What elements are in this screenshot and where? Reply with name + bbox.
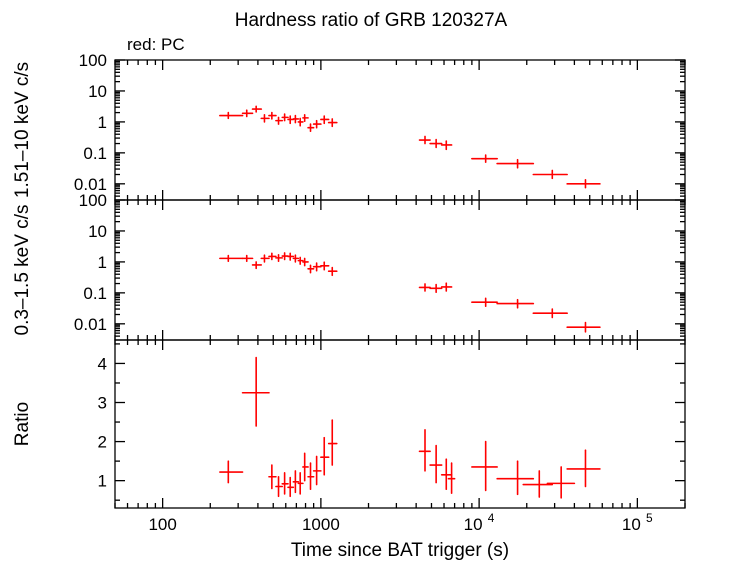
ytick-label: 0.01: [74, 315, 107, 334]
xtick-label: 1000: [302, 515, 340, 534]
ytick-label: 2: [98, 433, 107, 452]
panel-frame-1: [115, 200, 685, 340]
ytick-label: 1: [98, 472, 107, 491]
svg-text:10: 10: [464, 515, 483, 534]
ytick-label: 1: [98, 113, 107, 132]
chart-root: 10010001041050.010.11101000.010.11101001…: [0, 0, 742, 566]
ytick-label: 10: [88, 222, 107, 241]
ytick-label: 100: [79, 191, 107, 210]
y-axis-label-0: 1.51–10 keV c/s: [12, 62, 33, 198]
panel-frame-2: [115, 340, 685, 508]
x-axis-label: Time since BAT trigger (s): [291, 540, 509, 561]
panel-frame-0: [115, 60, 685, 200]
chart-svg: 10010001041050.010.11101000.010.11101001…: [0, 0, 742, 566]
ytick-label: 4: [98, 354, 107, 373]
xtick-label: 10 5: [622, 511, 653, 534]
chart-title: Hardness ratio of GRB 120327A: [235, 10, 508, 31]
ytick-label: 100: [79, 51, 107, 70]
series-hard: [220, 106, 600, 187]
series-soft: [220, 253, 600, 332]
ytick-label: 0.1: [83, 284, 107, 303]
ytick-label: 10: [88, 82, 107, 101]
ytick-label: 1: [98, 253, 107, 272]
xtick-label: 100: [148, 515, 176, 534]
ytick-label: 0.1: [83, 144, 107, 163]
y-axis-label-1: 0.3–1.5 keV c/s: [12, 205, 33, 336]
ytick-label: 3: [98, 394, 107, 413]
svg-text:5: 5: [646, 511, 653, 525]
legend-text: red: PC: [127, 35, 185, 54]
y-axis-label-2: Ratio: [12, 402, 33, 446]
series-ratio: [220, 358, 600, 498]
xtick-label: 10 4: [464, 511, 495, 534]
svg-text:4: 4: [488, 511, 495, 525]
svg-text:10: 10: [622, 515, 641, 534]
